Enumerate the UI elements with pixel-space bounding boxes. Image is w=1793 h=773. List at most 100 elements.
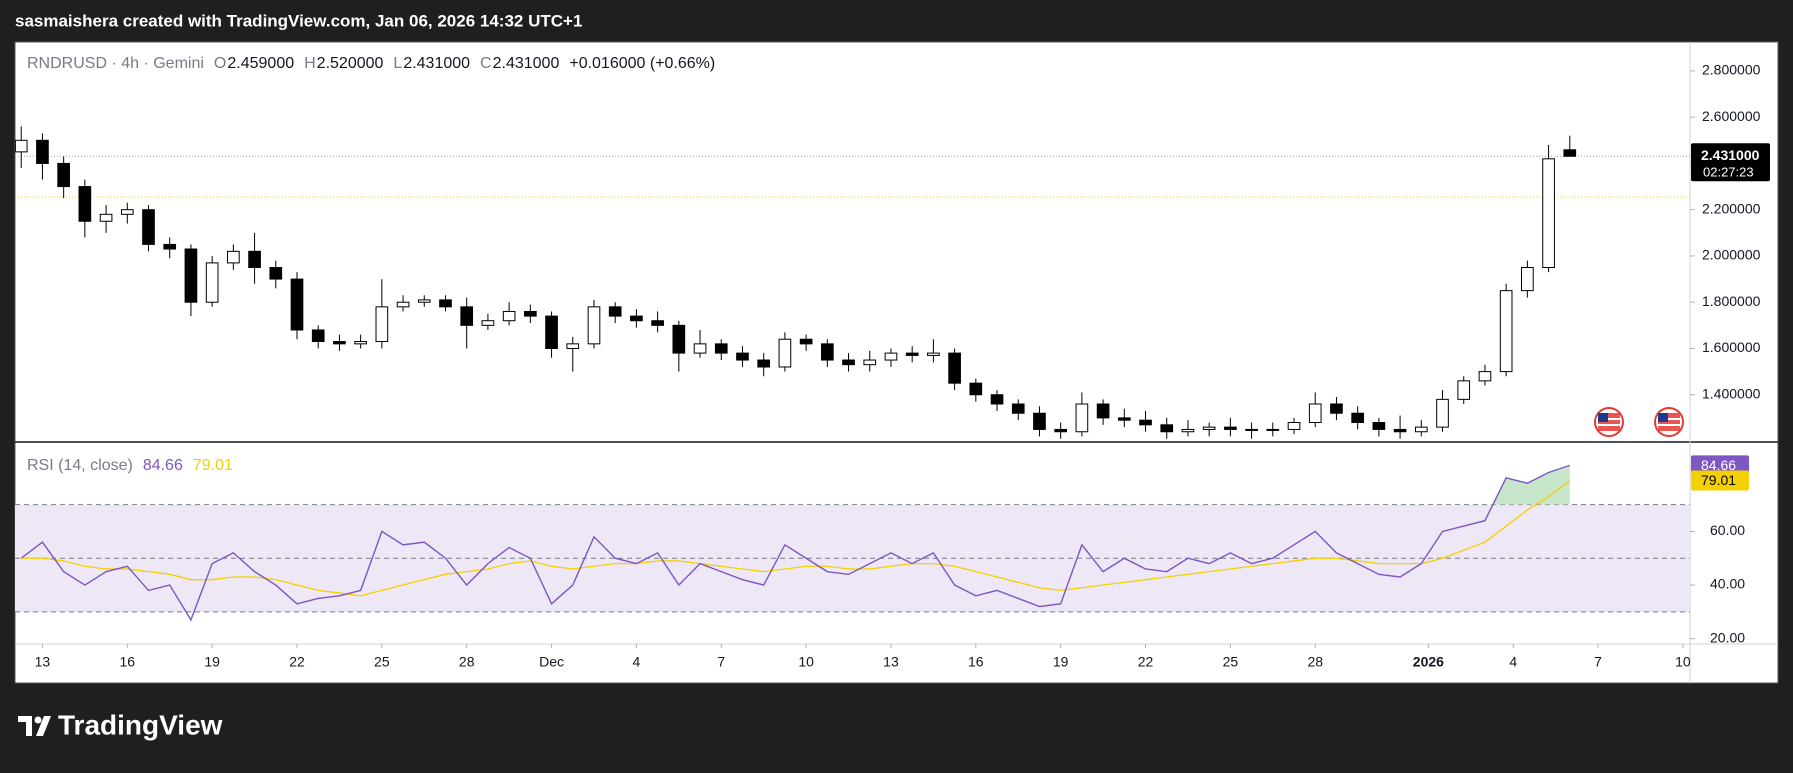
candle-body [502,310,516,322]
candle-body [375,306,389,343]
candle-body [1181,428,1195,433]
candle-body [36,139,49,164]
candle-body [799,338,813,345]
candle-body [736,352,749,361]
candle-body [630,315,643,322]
candle-body [1054,428,1068,433]
rsi-y-tick-label: 60.00 [1710,522,1745,538]
candle-body [1351,412,1364,423]
candle-body [948,352,961,384]
candle-body [248,250,261,269]
ohlc-key: L [393,55,402,72]
x-tick-label: 22 [289,654,305,670]
y-tick-label: 1.600000 [1702,339,1761,355]
x-tick-label: 7 [1594,654,1602,670]
candle-body [1436,398,1449,428]
candle-body [1372,421,1386,430]
candle-body [587,306,601,345]
candle-body [1033,412,1046,430]
change-label: +0.016000 (+0.66%) [569,55,715,72]
x-tick-label: 25 [374,654,390,670]
candle-body [1308,403,1322,423]
rsi-pane [15,464,1690,622]
candle-body [227,250,240,264]
axes: 1.400000 1.600000 1.800000 2.000000 2.200000… [35,62,1770,670]
x-tick-label: 28 [1307,654,1323,670]
candle-body [15,139,28,153]
candle-body [1287,421,1301,430]
ohlc-value: 2.459000 [227,55,294,72]
rsi-ma-line [21,479,1571,597]
x-tick-label: 22 [1138,654,1154,670]
x-tick-label: 4 [1509,654,1517,670]
candle-body [142,209,155,245]
candle-body [1245,428,1258,431]
rsi-y-tick-label: 20.00 [1710,629,1745,645]
x-tick-label: 16 [119,654,135,670]
candle-body [778,338,792,368]
candle-body [269,267,283,280]
rsi-ma-value: 79.01 [193,457,233,474]
candle-body [884,352,898,361]
candle-body [99,213,113,222]
rsi-line [20,464,1571,622]
ohlc-key: C [480,55,492,72]
y-tick-label: 2.000000 [1702,247,1761,263]
candle-body [757,359,771,368]
x-tick-label: 25 [1223,654,1239,670]
ohlc-value: 2.431000 [493,55,560,72]
candle-body [820,343,834,361]
ohlc-value: 2.520000 [317,55,384,72]
candle-body [1393,428,1407,433]
candle-body [1542,158,1555,269]
main-pane [15,126,1690,439]
rsi-value-tag [1691,470,1749,491]
y-tick-label: 2.600000 [1702,108,1761,124]
candle-body [1521,267,1534,292]
candle-body [693,343,707,354]
candle-body [184,248,198,303]
ohlc-key: H [304,55,316,72]
candle-body [120,209,134,215]
candle-body [396,301,410,308]
x-tick-label: 10 [1675,654,1691,670]
candle-body [1224,426,1237,430]
candle-body [57,162,70,188]
candle-body [1139,419,1152,426]
candle-body [608,306,622,317]
candle-body [1075,403,1089,433]
candle-body [545,315,558,349]
x-tick-label: 19 [1053,654,1069,670]
x-tick-label: 4 [633,654,641,670]
candle-body [1266,428,1280,431]
price-tag-label: 2.431000 [1701,147,1760,163]
attribution: sasmaishera created with TradingView.com… [15,11,582,30]
candle-body [927,352,940,356]
candle-body [1457,380,1471,400]
candle-body [333,341,346,345]
x-tick-label: 7 [717,654,725,670]
x-tick-label: 2026 [1413,654,1444,670]
candle-body [969,382,983,396]
us-event-flag[interactable] [1594,407,1624,437]
rsi-value-tag-label: 84.66 [1701,457,1736,473]
candle-body [714,343,728,354]
candle-body [1478,371,1492,382]
candle-body [1011,403,1025,414]
candle-body [672,324,686,354]
candle-body [290,278,304,331]
brand-logo: TradingView [18,709,223,740]
candle-body [1563,149,1577,157]
candle-body [1160,424,1174,433]
candle-body [1414,426,1428,433]
candle-body [842,359,855,366]
x-tick-label: 10 [798,654,814,670]
us-event-flag[interactable] [1654,407,1684,437]
rsi-title: RSI (14, close) [27,457,133,474]
x-tick-label: 28 [459,654,475,670]
legend: RNDRUSD · 4h · Gemini O 2.459000 H 2.520000 L… [27,55,715,474]
rsi-value-tag-label: 79.01 [1701,472,1736,488]
candle-body [1330,403,1343,414]
candle-body [1499,290,1513,373]
